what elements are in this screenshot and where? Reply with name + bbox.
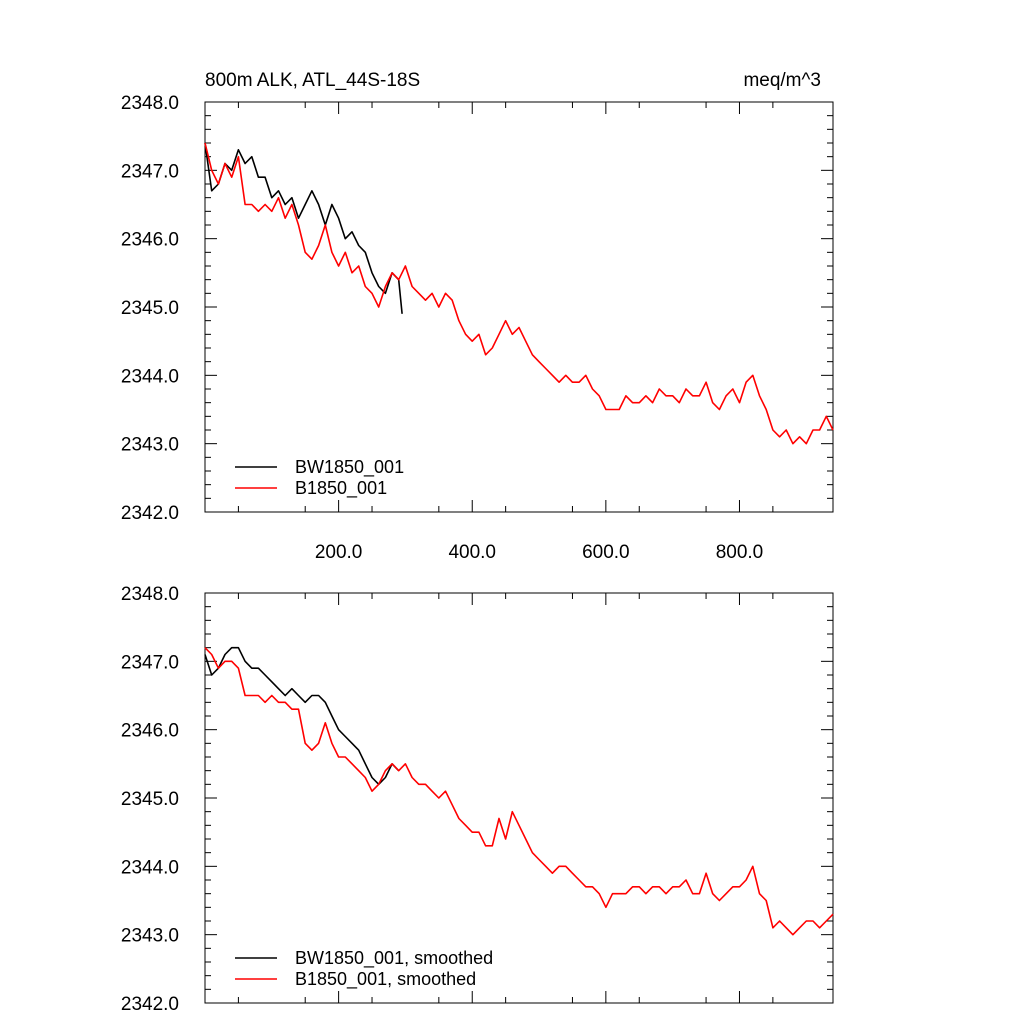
y-tick-label: 2347.0 (121, 652, 179, 673)
series-line-2 (204, 647, 834, 936)
y-tick-label: 2346.0 (121, 230, 179, 251)
plot-frame (204, 592, 834, 1004)
y-tick-label: 2342.0 (121, 503, 179, 524)
legend-label: B1850_001 (295, 478, 387, 499)
chart-panel-1: 2342.0 2343.0 2344.0 2345.0 2346.0 2347.0 2348… (121, 70, 834, 563)
y-tick-label: 2344.0 (121, 366, 179, 387)
y-tick-label: 2343.0 (121, 926, 179, 947)
plot-frame (204, 101, 834, 513)
series-line-1 (204, 646, 400, 786)
y-tick-label: 2342.0 (121, 994, 179, 1015)
y-tick-label: 2345.0 (121, 789, 179, 810)
x-tick-label: 600.0 (582, 542, 630, 563)
y-tick-label: 2348.0 (121, 93, 179, 114)
series-line-1 (204, 142, 403, 314)
y-tick-label: 2346.0 (121, 721, 179, 742)
x-tick-label: 200.0 (315, 542, 363, 563)
x-tick-label: 800.0 (716, 542, 764, 563)
y-tick-label: 2347.0 (121, 161, 179, 182)
y-tick-label: 2343.0 (121, 435, 179, 456)
y-tick-label: 2344.0 (121, 857, 179, 878)
series-line-2 (204, 142, 834, 445)
legend-label: BW1850_001 (295, 457, 404, 478)
chart-title: 800m ALK, ATL_44S-18S (205, 70, 420, 91)
legend-label: BW1850_001, smoothed (295, 948, 493, 969)
x-tick-label: 400.0 (448, 542, 496, 563)
units-label: meq/m^3 (743, 70, 821, 91)
chart-panel-2: 2342.0 2343.0 2344.0 2345.0 2346.0 2347.0 2348… (121, 584, 834, 1015)
y-tick-label: 2348.0 (121, 584, 179, 605)
legend-label: B1850_001, smoothed (295, 969, 476, 990)
y-tick-label: 2345.0 (121, 298, 179, 319)
